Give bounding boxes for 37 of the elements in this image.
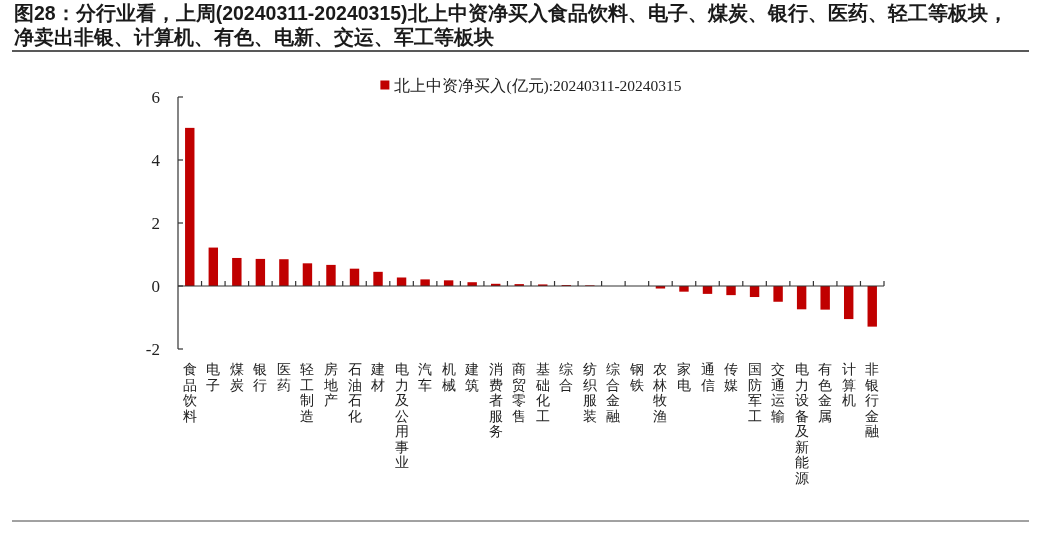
x-tick-label: 汽车: [418, 362, 433, 393]
x-tick-label: 综合金融: [606, 362, 621, 424]
x-tick-label: 建筑: [464, 362, 480, 393]
x-tick-label: 综合: [559, 362, 574, 393]
y-tick-label: 0: [151, 276, 160, 296]
x-tick-label: 纺织服装: [582, 362, 597, 424]
legend: 北上中资净买入(亿元):20240311-20240315: [380, 76, 682, 94]
x-tick-label: 电力及公用事业: [394, 362, 409, 470]
x-tick-label: 银行: [252, 362, 268, 393]
x-tick-label: 食品饮料: [181, 362, 197, 424]
x-tick-label: 消费者服务: [488, 362, 503, 439]
x-tick-label: 电力设备及新能源: [794, 362, 809, 486]
x-tick-label: 建材: [370, 362, 386, 393]
y-tick-label: 4: [151, 150, 161, 170]
y-tick-label: -2: [145, 339, 160, 359]
x-tick-label: 非银行金融: [864, 362, 880, 439]
y-tick-label: 2: [151, 213, 160, 233]
x-tick-label: 机械: [441, 362, 456, 393]
x-tick-label: 医药: [276, 362, 291, 393]
x-tick-label: 通信: [700, 362, 715, 393]
x-tick-label: 石油石化: [347, 362, 362, 424]
x-tick-label: 农林牧渔: [652, 362, 668, 424]
x-tick-label: 交通运输: [771, 362, 786, 424]
x-tick-label: 钢铁: [628, 362, 644, 393]
x-tick-label: 轻工制造: [300, 362, 315, 424]
x-tick-label: 电子: [206, 362, 221, 393]
x-tick-label: 国防军工: [747, 362, 762, 424]
x-tick-label: 煤炭: [229, 362, 244, 393]
x-tick-label: 商贸零售: [512, 362, 527, 424]
x-tick-label: 计算机: [841, 362, 856, 408]
chart-title: 图28：分行业看，上周(20240311-20240315)北上中资净买入食品饮料、电子、煤炭、银行、医药、轻工等板块，净卖出非银、计算机、有色、电新、交运、军工等板块: [14, 1, 1009, 49]
y-tick-label: 6: [151, 87, 160, 107]
x-tick-label: 基础化工: [534, 362, 550, 424]
x-tick-label: 有色金属: [818, 362, 833, 424]
x-tick-label: 传媒: [724, 362, 739, 393]
x-tick-label: 家电: [676, 362, 691, 393]
x-tick-label: 房地产: [322, 362, 338, 408]
